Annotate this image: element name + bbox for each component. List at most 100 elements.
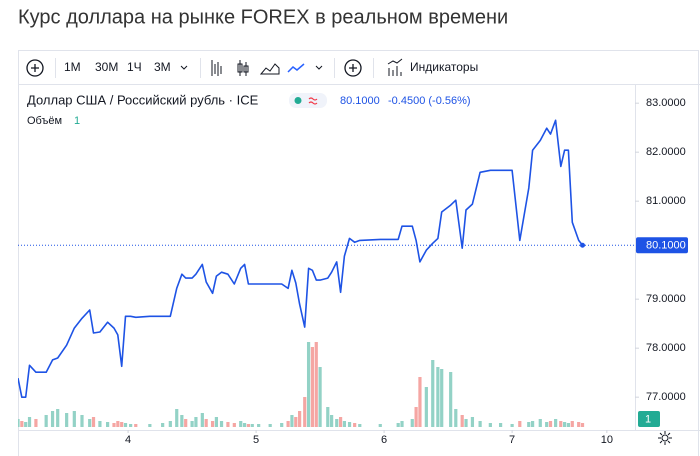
interval-button[interactable]: 3М [154, 60, 171, 74]
volume-legend-value: 1 [74, 115, 80, 127]
page-title: Курс доллара на рынке FOREX в реальном в… [18, 6, 508, 28]
volume-bar [303, 397, 307, 427]
volume-bar [214, 417, 219, 427]
line-icon[interactable] [287, 63, 305, 73]
y-tick-label: 78.0000 [646, 342, 686, 354]
volume-bar [440, 369, 444, 427]
volume-bar [65, 413, 69, 427]
volume-bar [330, 415, 334, 427]
volume-bar [488, 423, 492, 427]
x-tick-label: 6 [381, 434, 387, 446]
volume-bar [545, 422, 549, 427]
volume-bar [123, 423, 128, 427]
volume-bar [470, 417, 475, 427]
volume-bar [129, 424, 133, 427]
volume-bar [358, 424, 362, 427]
last-price-tag-label: 80.1000 [646, 240, 686, 252]
volume-bar [190, 421, 194, 427]
status-badge [289, 93, 327, 108]
volume-bar [175, 409, 179, 427]
volume-bar [134, 424, 138, 427]
header-change: -0.4500 (-0.56%) [388, 95, 471, 107]
volume-bar [306, 342, 311, 427]
volume-bar [449, 372, 453, 427]
volume-bar [120, 422, 124, 427]
volume-axis-tag [638, 411, 660, 427]
x-tick-label: 10 [601, 434, 613, 446]
volume-bar [414, 407, 418, 427]
volume-legend: Объём [27, 115, 62, 127]
price-line [18, 119, 584, 398]
volume-axis-tag-label: 1 [645, 413, 651, 425]
volume-bar [226, 422, 230, 427]
y-tick-label: 81.0000 [646, 195, 686, 207]
volume-bar [286, 421, 290, 427]
symbol-add-icon[interactable] [26, 59, 44, 77]
last-price-tag [636, 237, 688, 254]
volume-bar [518, 421, 522, 427]
interval-button[interactable]: 1М [64, 60, 81, 74]
volume-bar [548, 421, 553, 427]
volume-bar [24, 422, 28, 427]
volume-bar [431, 360, 435, 427]
interval-dropdown[interactable] [180, 65, 188, 70]
candles-icon[interactable] [237, 63, 243, 73]
toolbar: Индикаторы [26, 58, 478, 78]
volume-bar [290, 415, 294, 427]
symbol-title: Доллар США / Российский рубль · ICE [27, 92, 259, 107]
volume-bar [347, 422, 352, 427]
settings-icon[interactable] [658, 431, 672, 445]
volume-bar [184, 419, 188, 427]
volume-bar [204, 419, 208, 427]
interval-button[interactable]: 30М [95, 60, 118, 74]
volume-bar [246, 424, 251, 427]
plus [31, 64, 39, 72]
volume-bar [50, 411, 55, 427]
indicators-icon[interactable] [387, 58, 403, 76]
volume-bar [454, 409, 458, 427]
volume-bar [34, 419, 38, 427]
volume-bar [180, 415, 184, 427]
volume-bar [200, 413, 204, 427]
volume-bar [538, 419, 542, 427]
volume-bar [168, 421, 172, 427]
volume-bar [342, 421, 347, 427]
volume-bar [280, 423, 284, 427]
volume-bar [232, 423, 236, 427]
volume-bar [88, 419, 92, 427]
volume-bar [20, 421, 24, 427]
volume-bar [378, 424, 382, 427]
volume-bar [56, 409, 60, 427]
volume-bar [310, 347, 315, 427]
compare-icon[interactable] [344, 59, 362, 77]
y-tick-label: 77.0000 [646, 391, 686, 403]
volume-bar [148, 424, 152, 427]
volume-bar [396, 423, 400, 427]
y-tick-label: 82.0000 [646, 146, 686, 158]
volume-bar [326, 407, 330, 427]
volume-bar [580, 423, 585, 427]
volume-bar [577, 422, 581, 427]
volume-bar [210, 421, 215, 427]
widget-frame [18, 50, 699, 456]
last-point [580, 242, 586, 248]
indicators-button[interactable]: Индикаторы [410, 60, 478, 74]
volume-bar [294, 417, 298, 427]
style-dropdown[interactable] [315, 65, 323, 70]
interval-button[interactable]: 1Ч [127, 60, 142, 74]
volume-bar [268, 424, 272, 427]
volume-bar [562, 422, 567, 427]
volume-bar [116, 421, 120, 427]
volume-bar [527, 422, 531, 427]
x-tick-label: 7 [509, 434, 515, 446]
market-open-dot [294, 97, 302, 104]
volume-bar [566, 423, 571, 427]
bars-icon[interactable] [211, 60, 222, 76]
area-icon[interactable] [259, 63, 280, 75]
volume-bar [91, 417, 96, 427]
volume-bar [298, 411, 302, 427]
volume-bar [72, 411, 76, 427]
volume-bar [464, 419, 468, 427]
x-tick-label: 5 [253, 434, 259, 446]
